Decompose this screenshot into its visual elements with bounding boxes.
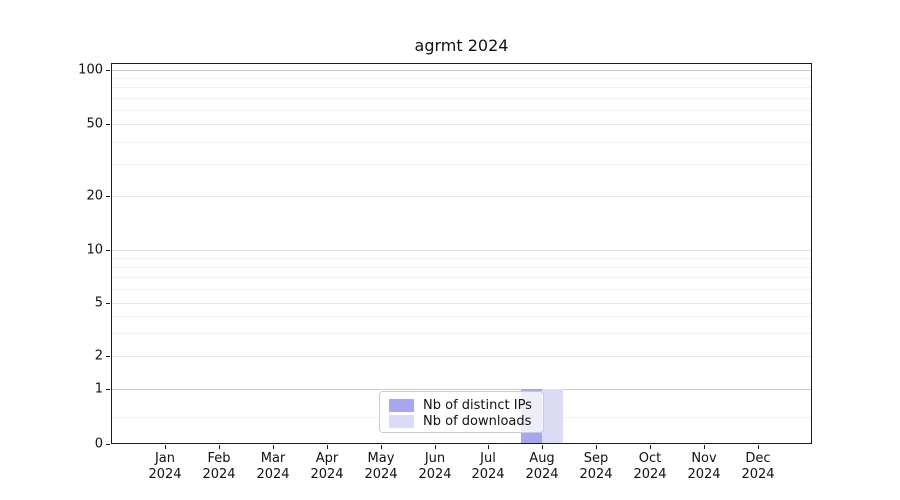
y-major-gridline — [112, 124, 811, 125]
y-tick-label: 5 — [94, 295, 103, 311]
x-tick-label: Jul 2024 — [458, 451, 518, 483]
x-tick-mark — [327, 445, 328, 449]
x-tick-mark — [488, 445, 489, 449]
legend-row: Nb of downloads — [389, 413, 543, 429]
legend-swatch-distinct-ips — [389, 398, 414, 412]
y-tick-label: 0 — [94, 436, 103, 452]
x-tick-mark — [704, 445, 705, 449]
y-tick-mark — [106, 124, 110, 125]
legend-row: Nb of distinct IPs — [389, 397, 543, 413]
x-tick-mark — [435, 445, 436, 449]
y-major-gridline — [112, 70, 811, 71]
x-tick-label: Apr 2024 — [297, 451, 357, 483]
legend-label: Nb of downloads — [423, 413, 532, 429]
x-tick-year: 2024 — [471, 467, 505, 482]
x-tick-label: Sep 2024 — [566, 451, 626, 483]
y-major-gridline — [112, 389, 811, 390]
x-tick-label: May 2024 — [351, 451, 411, 483]
y-tick-mark — [106, 303, 110, 304]
y-tick-label: 20 — [86, 188, 103, 204]
bar-downloads — [542, 389, 563, 444]
y-tick-label: 1 — [94, 381, 103, 397]
y-minor-gridline — [112, 78, 811, 79]
x-tick-year: 2024 — [633, 467, 667, 482]
x-tick-year: 2024 — [310, 467, 344, 482]
x-tick-year: 2024 — [364, 467, 398, 482]
x-tick-month: Aug — [529, 451, 555, 466]
y-tick-mark — [106, 356, 110, 357]
x-tick-year: 2024 — [256, 467, 290, 482]
y-tick-mark — [106, 444, 110, 445]
y-tick-label: 10 — [86, 242, 103, 258]
x-tick-year: 2024 — [525, 467, 559, 482]
y-tick-mark — [106, 196, 110, 197]
y-minor-gridline — [112, 316, 811, 317]
y-minor-gridline — [112, 164, 811, 165]
x-tick-month: Feb — [207, 451, 231, 466]
x-tick-label: Oct 2024 — [620, 451, 680, 483]
x-tick-mark — [273, 445, 274, 449]
y-major-gridline — [112, 196, 811, 197]
legend-label: Nb of distinct IPs — [423, 397, 532, 413]
x-tick-mark — [650, 445, 651, 449]
y-tick-label: 50 — [86, 116, 103, 132]
y-tick-mark — [106, 389, 110, 390]
y-minor-gridline — [112, 277, 811, 278]
x-tick-month: Jul — [480, 451, 496, 466]
x-tick-mark — [219, 445, 220, 449]
x-tick-label: Dec 2024 — [728, 451, 788, 483]
chart-title: agrmt 2024 — [414, 36, 509, 55]
y-minor-gridline — [112, 258, 811, 259]
y-minor-gridline — [112, 87, 811, 88]
x-tick-year: 2024 — [418, 467, 452, 482]
x-tick-month: Nov — [691, 451, 717, 466]
y-tick-mark — [106, 250, 110, 251]
x-tick-month: May — [367, 451, 395, 466]
x-tick-month: Apr — [315, 451, 339, 466]
x-tick-month: Oct — [638, 451, 662, 466]
legend: Nb of distinct IPs Nb of downloads — [379, 391, 544, 433]
x-tick-year: 2024 — [202, 467, 236, 482]
x-tick-mark — [542, 445, 543, 449]
x-tick-month: Jan — [154, 451, 176, 466]
plot-area — [111, 63, 812, 444]
y-major-gridline — [112, 303, 811, 304]
x-tick-month: Jun — [424, 451, 446, 466]
y-major-gridline — [112, 356, 811, 357]
x-tick-year: 2024 — [579, 467, 613, 482]
x-tick-mark — [165, 445, 166, 449]
x-tick-label: Jan 2024 — [135, 451, 195, 483]
x-tick-label: Aug 2024 — [512, 451, 572, 483]
x-tick-month: Mar — [260, 451, 286, 466]
y-minor-gridline — [112, 289, 811, 290]
x-tick-mark — [596, 445, 597, 449]
x-tick-mark — [758, 445, 759, 449]
x-tick-month: Sep — [583, 451, 609, 466]
y-minor-gridline — [112, 110, 811, 111]
x-tick-year: 2024 — [687, 467, 721, 482]
x-tick-label: Mar 2024 — [243, 451, 303, 483]
x-tick-mark — [381, 445, 382, 449]
x-tick-year: 2024 — [741, 467, 775, 482]
y-minor-gridline — [112, 142, 811, 143]
x-tick-label: Jun 2024 — [405, 451, 465, 483]
y-tick-label: 2 — [94, 348, 103, 364]
y-minor-gridline — [112, 98, 811, 99]
y-minor-gridline — [112, 267, 811, 268]
x-tick-label: Nov 2024 — [674, 451, 734, 483]
y-minor-gridline — [112, 333, 811, 334]
x-tick-month: Dec — [745, 451, 771, 466]
legend-swatch-downloads — [389, 414, 414, 428]
y-tick-label: 100 — [78, 62, 103, 78]
y-major-gridline — [112, 250, 811, 251]
x-tick-label: Feb 2024 — [189, 451, 249, 483]
y-tick-mark — [106, 70, 110, 71]
x-tick-year: 2024 — [148, 467, 182, 482]
